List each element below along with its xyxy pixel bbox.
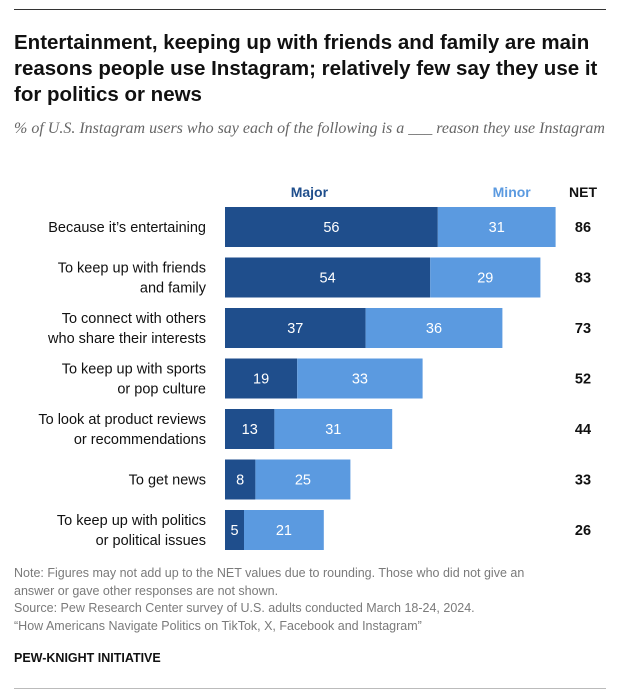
note-line: Note: Figures may not add up to the NET … bbox=[14, 566, 525, 580]
net-value: 26 bbox=[575, 523, 591, 539]
bar-minor bbox=[255, 459, 351, 500]
net-value: 86 bbox=[575, 220, 591, 236]
net-value: 83 bbox=[575, 271, 591, 287]
bar-minor-value: 31 bbox=[489, 220, 505, 236]
bar-minor-value: 29 bbox=[477, 271, 493, 287]
category-label: and family bbox=[140, 281, 207, 297]
legend-minor: Minor bbox=[493, 184, 532, 200]
net-value: 44 bbox=[575, 422, 591, 438]
category-label: To connect with others bbox=[62, 311, 206, 327]
category-label: who share their interests bbox=[47, 331, 206, 347]
stacked-bar-chart: Major Minor NET Because it’s entertaining 56… bbox=[38, 184, 597, 550]
bar-major bbox=[225, 510, 244, 550]
category-label: To get news bbox=[129, 473, 206, 489]
bar-major-value: 56 bbox=[323, 220, 339, 236]
bar-minor bbox=[297, 358, 423, 399]
bar-minor bbox=[365, 308, 503, 348]
bar-minor bbox=[274, 409, 393, 449]
category-label: Because it’s entertaining bbox=[48, 220, 206, 236]
legend-major: Major bbox=[291, 184, 329, 200]
bar-major-value: 54 bbox=[320, 271, 336, 287]
source-line: Source: Pew Research Center survey of U.… bbox=[14, 601, 475, 615]
bar-major bbox=[225, 308, 366, 348]
bar-major-value: 19 bbox=[253, 372, 269, 388]
bar-minor bbox=[437, 207, 556, 247]
top-rule bbox=[14, 9, 606, 10]
bar-minor-value: 36 bbox=[426, 321, 442, 337]
bar-major bbox=[225, 409, 275, 449]
bar-major-value: 5 bbox=[230, 523, 238, 539]
bar-major-value: 13 bbox=[242, 422, 258, 438]
category-label: or recommendations bbox=[74, 432, 206, 448]
bar-major-value: 8 bbox=[236, 473, 244, 489]
bar-minor bbox=[244, 510, 324, 550]
note-line: answer or gave other responses are not s… bbox=[14, 583, 279, 598]
category-label: To keep up with friends bbox=[58, 261, 206, 277]
chart-subtitle: % of U.S. Instagram users who say each o… bbox=[14, 120, 605, 137]
bottom-rule bbox=[14, 688, 606, 689]
category-label: To keep up with sports bbox=[62, 362, 206, 378]
chart-title: Entertainment, keeping up with friends a… bbox=[14, 31, 598, 106]
category-label: To look at product reviews bbox=[38, 412, 206, 428]
bar-minor-value: 25 bbox=[295, 473, 311, 489]
bar-major bbox=[225, 459, 256, 500]
bar-minor-value: 33 bbox=[352, 372, 368, 388]
bar-major-value: 37 bbox=[287, 321, 303, 337]
bar-major bbox=[225, 207, 438, 247]
notes-block: Note: Figures may not add up to the NET … bbox=[14, 565, 606, 635]
net-value: 73 bbox=[575, 321, 591, 337]
net-value: 33 bbox=[575, 473, 591, 489]
category-label: or political issues bbox=[96, 533, 206, 549]
net-value: 52 bbox=[575, 372, 591, 388]
bar-minor bbox=[430, 257, 541, 298]
bar-major bbox=[225, 358, 298, 399]
bar-minor-value: 31 bbox=[325, 422, 341, 438]
bar-minor-value: 21 bbox=[276, 523, 292, 539]
footer-label: PEW-KNIGHT INITIATIVE bbox=[14, 651, 161, 665]
source-line: “How Americans Navigate Politics on TikT… bbox=[14, 618, 422, 633]
bar-major bbox=[225, 257, 431, 298]
legend-net: NET bbox=[569, 184, 597, 200]
category-label: or pop culture bbox=[117, 382, 206, 398]
category-label: To keep up with politics bbox=[57, 513, 206, 529]
